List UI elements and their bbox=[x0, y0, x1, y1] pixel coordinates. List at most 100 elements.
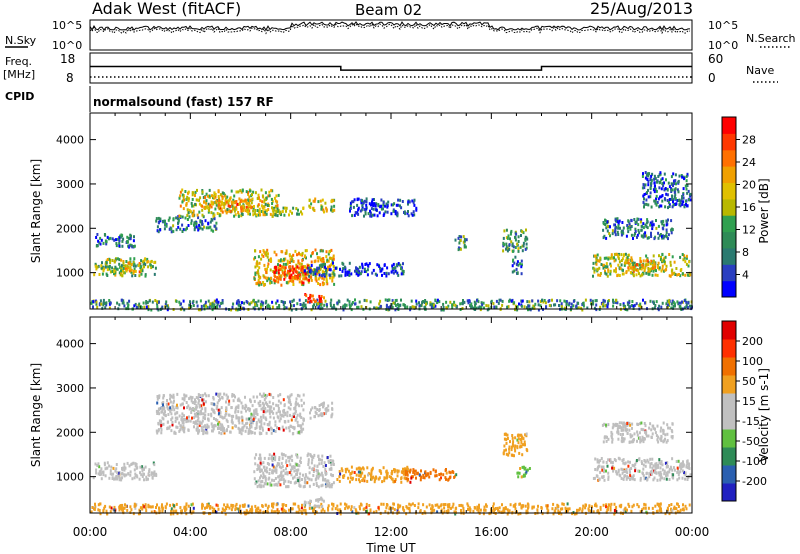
data-cell bbox=[244, 198, 247, 202]
data-cell bbox=[215, 407, 218, 411]
data-cell bbox=[124, 503, 126, 507]
data-cell bbox=[134, 472, 137, 476]
data-cell bbox=[280, 267, 283, 271]
data-cell bbox=[288, 213, 290, 217]
data-cell bbox=[523, 440, 526, 444]
data-cell bbox=[406, 465, 409, 469]
data-cell bbox=[165, 402, 168, 406]
data-cell bbox=[317, 414, 320, 418]
data-cell bbox=[652, 426, 655, 430]
data-cell bbox=[202, 425, 205, 429]
data-cell bbox=[652, 223, 655, 227]
data-cell bbox=[617, 263, 620, 267]
data-cell bbox=[628, 299, 631, 303]
data-cell bbox=[683, 472, 686, 476]
data-cell bbox=[256, 463, 259, 467]
data-cell bbox=[282, 428, 285, 432]
data-cell bbox=[286, 395, 289, 399]
data-cell bbox=[414, 469, 417, 473]
data-cell bbox=[387, 200, 390, 204]
data-cell bbox=[156, 412, 159, 415]
data-cell bbox=[323, 265, 326, 269]
data-cell bbox=[668, 302, 671, 305]
data-cell bbox=[607, 257, 610, 261]
data-cell bbox=[266, 204, 269, 207]
data-cell bbox=[301, 265, 304, 269]
data-cell bbox=[210, 407, 213, 411]
data-cell bbox=[659, 195, 661, 199]
data-cell bbox=[267, 194, 270, 198]
data-cell bbox=[290, 276, 293, 280]
data-cell bbox=[236, 202, 239, 206]
data-cell bbox=[636, 235, 638, 239]
data-cell bbox=[320, 509, 323, 513]
data-cell bbox=[265, 271, 268, 274]
data-cell bbox=[217, 507, 220, 511]
data-cell bbox=[254, 504, 257, 508]
data-cell bbox=[406, 473, 409, 477]
data-cell bbox=[595, 504, 598, 508]
data-cell bbox=[460, 235, 463, 239]
data-cell bbox=[262, 471, 265, 475]
data-cell bbox=[617, 456, 620, 460]
data-cell bbox=[208, 208, 210, 212]
data-cell bbox=[131, 245, 134, 249]
data-cell bbox=[255, 410, 258, 414]
data-cell bbox=[342, 308, 345, 312]
data-cell bbox=[108, 306, 111, 310]
data-cell bbox=[166, 308, 169, 312]
data-cell bbox=[96, 305, 99, 309]
data-cell bbox=[133, 476, 136, 480]
data-cell bbox=[360, 305, 363, 309]
data-cell bbox=[170, 412, 173, 416]
data-cell bbox=[327, 408, 330, 412]
data-cell bbox=[193, 228, 196, 232]
data-cell bbox=[123, 473, 126, 477]
data-cell bbox=[602, 304, 605, 308]
data-cell bbox=[267, 303, 270, 307]
data-cell bbox=[245, 190, 248, 194]
data-cell bbox=[507, 305, 510, 309]
data-cell bbox=[329, 276, 331, 280]
data-cell bbox=[689, 473, 692, 477]
data-cell bbox=[402, 272, 405, 276]
data-cell bbox=[219, 422, 222, 426]
data-cell bbox=[149, 263, 152, 267]
data-cell bbox=[178, 300, 181, 304]
data-cell bbox=[623, 253, 625, 257]
data-cell bbox=[96, 233, 99, 236]
data-cell bbox=[265, 418, 268, 422]
data-cell bbox=[201, 213, 204, 217]
data-cell bbox=[682, 460, 684, 464]
velocity-heatmap bbox=[90, 392, 692, 516]
data-cell bbox=[367, 263, 370, 267]
data-cell bbox=[209, 203, 212, 207]
data-cell bbox=[351, 510, 354, 514]
data-cell bbox=[317, 200, 320, 204]
data-cell bbox=[255, 426, 258, 430]
data-cell bbox=[654, 201, 657, 205]
data-cell bbox=[262, 414, 265, 418]
data-cell bbox=[394, 210, 397, 213]
data-cell bbox=[604, 269, 606, 273]
data-cell bbox=[663, 172, 666, 176]
data-cell bbox=[109, 261, 112, 264]
data-cell bbox=[331, 474, 334, 478]
data-cell bbox=[642, 440, 645, 444]
data-cell bbox=[681, 464, 684, 467]
data-cell bbox=[396, 271, 399, 275]
data-cell bbox=[280, 300, 283, 303]
data-cell bbox=[628, 428, 631, 432]
data-cell bbox=[676, 199, 679, 202]
data-cell bbox=[312, 474, 315, 477]
data-cell bbox=[454, 238, 457, 242]
data-cell bbox=[523, 474, 526, 478]
data-cell bbox=[263, 200, 266, 204]
data-cell bbox=[348, 269, 351, 273]
data-cell bbox=[207, 202, 210, 206]
data-cell bbox=[272, 278, 275, 282]
data-cell bbox=[389, 305, 392, 309]
data-cell bbox=[288, 275, 291, 279]
data-cell bbox=[604, 271, 607, 275]
data-cell bbox=[345, 303, 348, 307]
